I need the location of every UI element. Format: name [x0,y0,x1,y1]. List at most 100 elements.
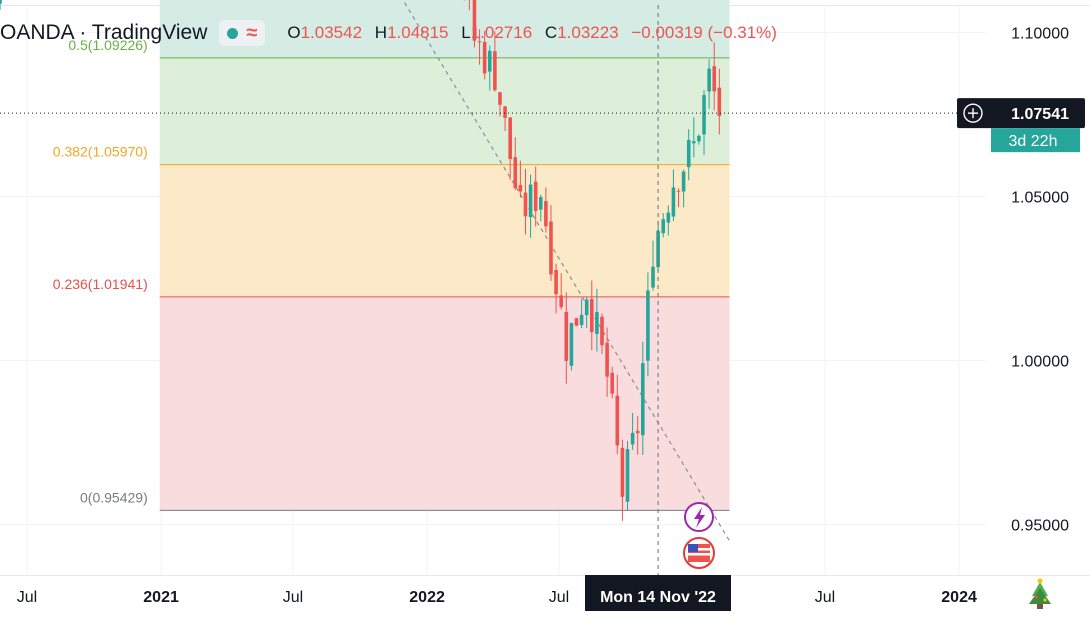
y-tick-label: 1.00000 [1011,354,1069,371]
candle [620,439,625,522]
flag-icon-canton [688,544,698,552]
candle-body [692,141,696,144]
fib-zone [159,164,730,297]
candle [544,187,548,233]
candle [712,42,717,111]
low-key: L [461,23,471,42]
tree-icon-ornament [1043,598,1047,602]
x-tick-label: Jul [17,589,37,606]
candle [579,298,584,329]
fib-retracement: 1(1.23022)0.786(1.170.618(1.12482)0.5(1.… [53,0,731,542]
candle-body [513,157,518,188]
flag-icon-white-stripe [688,553,710,556]
candle-body [503,106,507,118]
candle [523,168,528,235]
candle-body [686,139,691,168]
crosshair-date-label: Mon 14 Nov '22 [600,589,716,606]
candle-body [641,363,645,436]
crosshair-date-label-bg [585,575,731,611]
candle [595,288,599,352]
candle-body [661,219,666,234]
candle [717,68,722,135]
christmas-tree-icon [1029,578,1051,609]
high-value: 1.04815 [387,23,449,42]
x-tick-label: Jul [283,589,303,606]
x-tick-label: 2024 [941,589,977,606]
candle [0,0,2,10]
us-flag-event-icon [683,537,715,569]
candle-body [487,50,492,72]
open-key: O [287,23,301,42]
candle-body [564,311,569,361]
candle [651,240,655,291]
candle [600,313,604,354]
candle [584,297,589,329]
candle [625,440,630,510]
candle-body [584,299,589,316]
x-axis: Jul 2021 Jul 2022 Jul Jul 2024 Mon 14 Nov '22 [0,575,1090,611]
lightning-event-icon [684,502,714,532]
candle-body [712,66,717,92]
candle [564,292,569,384]
candle-body [518,185,523,192]
candle-body [702,95,706,135]
flag-icon-white-stripe [688,548,710,551]
candle-body [646,290,650,361]
candle-body [600,316,604,346]
candle [681,169,686,208]
y-axis: 1.250001.200001.150001.100001.050001.000… [1011,26,1069,535]
candle-body [605,342,609,377]
high-key: H [374,23,388,42]
candle-body [630,432,635,445]
candle [538,194,543,222]
candle-body [681,171,686,192]
candle [472,0,477,48]
candle [574,317,579,327]
symbol-title[interactable]: OANDA · TradingView [0,21,208,44]
y-tick-label: 0.95000 [1011,518,1069,535]
candle-body [625,449,630,502]
candle [605,327,609,397]
candle [528,174,533,238]
candle [692,117,696,158]
candle-body [595,311,599,335]
candle-body [666,212,671,223]
candle [482,30,487,80]
candle [533,166,538,227]
market-open-dot-icon [227,27,239,39]
candle [498,92,502,117]
plus-icon-circle [963,103,983,123]
candle-body [544,201,548,227]
x-tick-label: 2022 [409,589,445,606]
x-tick-label: Jul [815,589,835,606]
current-price-label-bg [957,98,1085,129]
candle-body [477,41,482,43]
current-price-label: 1.07541 [1011,106,1069,123]
candle [686,129,691,181]
candle-body [508,117,512,160]
status-badge[interactable]: ≈ [219,20,266,46]
candle [646,272,650,377]
low-value: 1.02716 [470,23,533,42]
candle [671,169,676,222]
candle-body [717,87,722,116]
candle [554,263,558,314]
candle-body [554,269,558,295]
delayed-data-wave-icon: ≈ [246,22,258,44]
legend: OANDA · TradingView ≈ O1.03542 H1.04815 … [0,16,785,50]
candle-body [697,135,701,142]
candle [630,412,635,450]
fib-trend-line [402,0,731,542]
candle-body [610,372,614,394]
candle [610,366,614,399]
candle-body [569,323,574,366]
fib-zone [159,296,730,511]
candle-body [0,0,2,4]
candle [707,59,711,109]
candle-body [676,190,681,192]
candle-body [589,299,594,333]
y-tick-label: 1.10000 [1011,26,1069,43]
candle-body [651,266,655,288]
